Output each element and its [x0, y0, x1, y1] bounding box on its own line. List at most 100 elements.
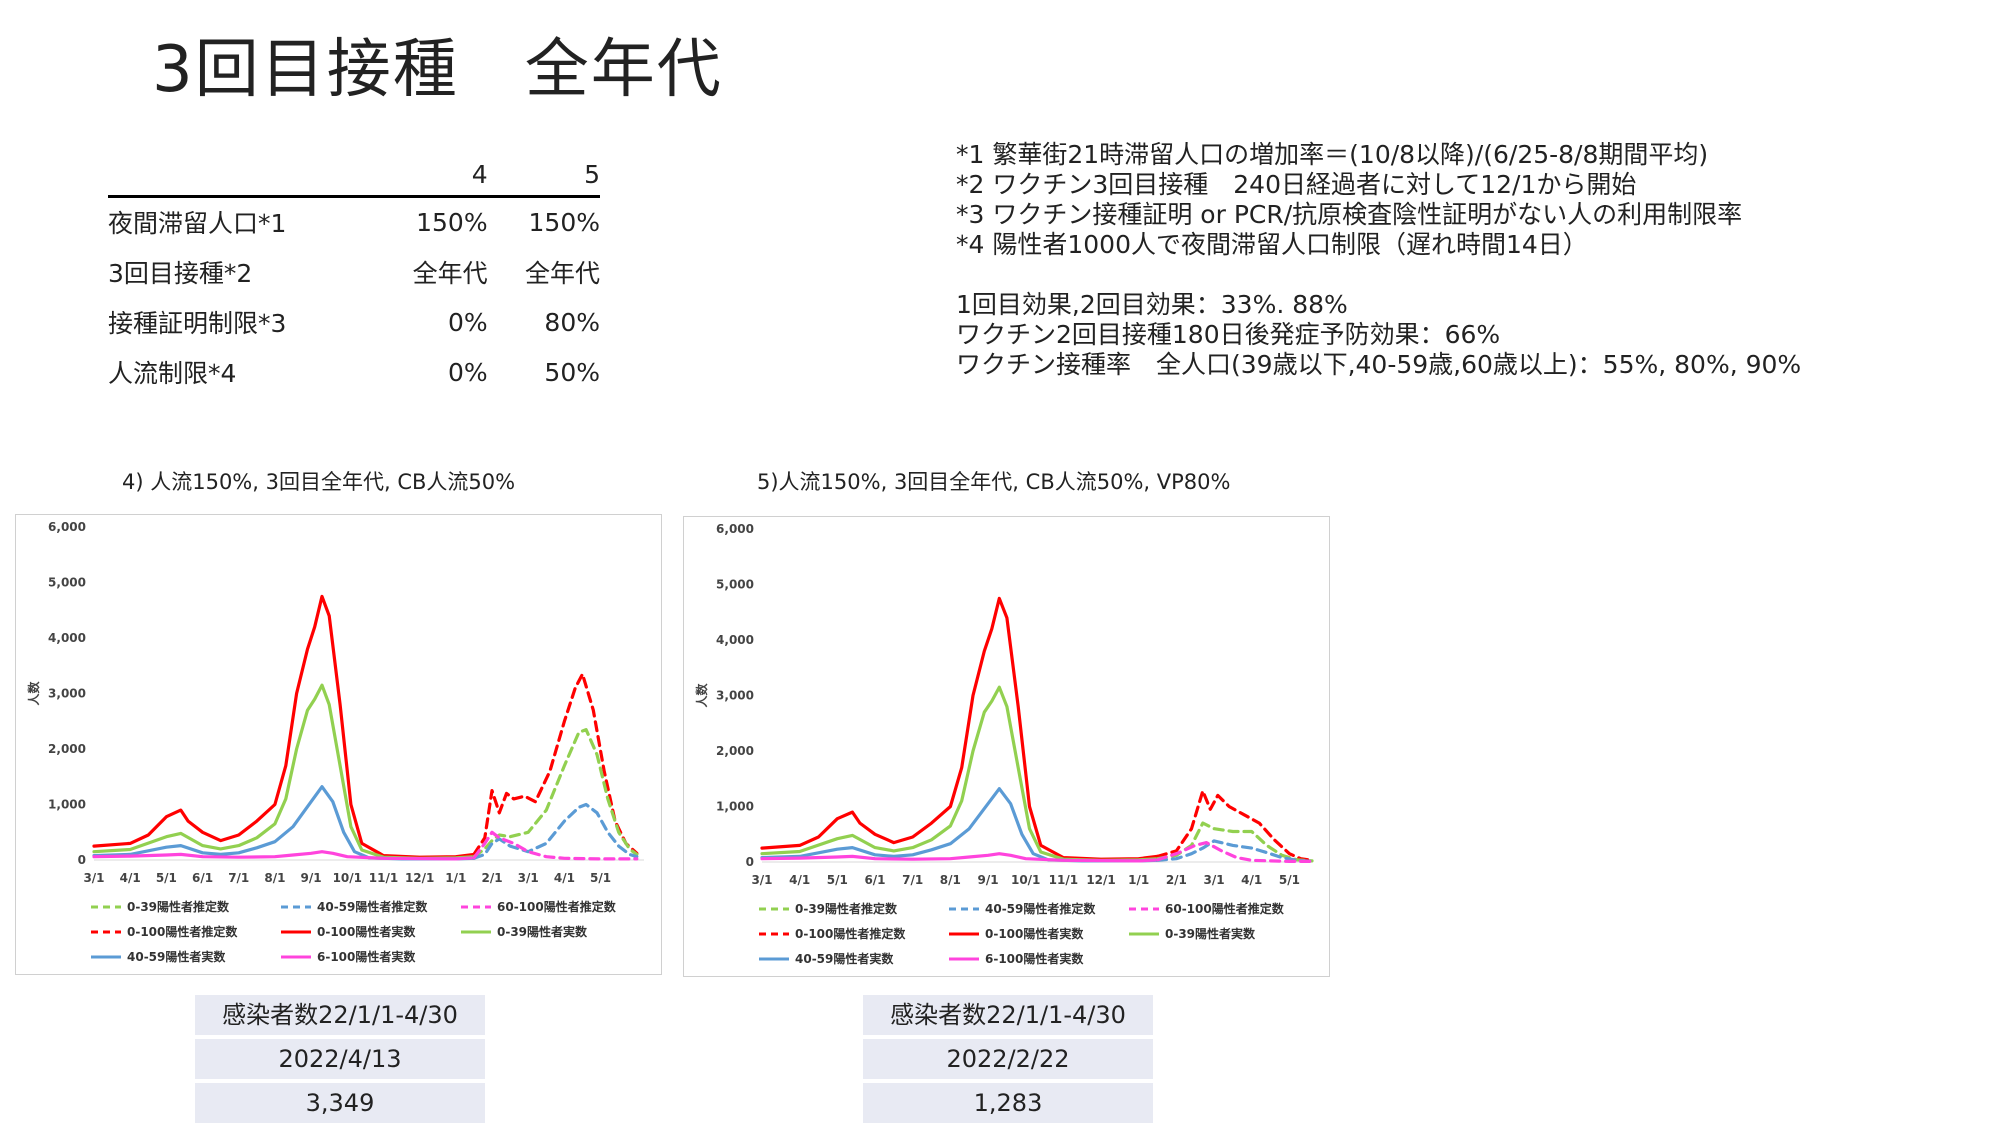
legend-label: 40-59陽性者推定数 [317, 899, 428, 914]
x-tick-label: 9/1 [977, 873, 998, 887]
series-line-6-100 [92, 850, 476, 861]
table-row: 接種証明制限*3 0% 80% [108, 298, 600, 348]
x-tick-label: 1/1 [445, 871, 466, 885]
legend-item: 40-59陽性者推定数 [949, 901, 1096, 916]
chart-caption: 4) 人流150%, 3回目全年代, CB人流50% [122, 470, 516, 494]
footnote-line: *3 ワクチン接種証明 or PCR/抗原検査陰性証明がない人の利用制限率 [956, 200, 1743, 229]
x-tick-label: 6/1 [192, 871, 213, 885]
table-cell: 人流制限*4 [108, 359, 237, 388]
footnote-line: ワクチン接種率 全人口(39歳以下,40-59歳,60歳以上)：55%, 80%… [956, 350, 1802, 379]
x-tick-label: 10/1 [333, 871, 362, 885]
y-tick-label: 1,000 [48, 798, 86, 812]
table-cell: 夜間滞留人口*1 [108, 209, 287, 238]
legend-item: 40-59陽性者実数 [91, 949, 226, 964]
x-tick-label: 5/1 [156, 871, 177, 885]
table-cell: 80% [544, 307, 600, 337]
x-tick-label: 4/1 [789, 873, 810, 887]
x-tick-label: 4/1 [120, 871, 141, 885]
footnote-line: ワクチン2回目接種180日後発症予防効果：66% [956, 320, 1501, 349]
legend-item: 60-100陽性者推定数 [1129, 901, 1285, 916]
legend-label: 40-59陽性者実数 [795, 951, 894, 966]
y-tick-label: 6,000 [716, 522, 754, 536]
footnote-line: *4 陽性者1000人で夜間滞留人口制限（遅れ時間14日） [956, 230, 1588, 259]
table-cell: 0% [447, 307, 488, 337]
series-line-0-39 [92, 683, 476, 860]
x-tick-label: 3/1 [751, 873, 772, 887]
x-tick-label: 12/1 [405, 871, 434, 885]
legend-label: 0-39陽性者実数 [1165, 926, 1256, 941]
legend-item: 0-100陽性者実数 [949, 926, 1084, 941]
x-tick-label: 11/1 [1049, 873, 1078, 887]
y-tick-label: 3,000 [716, 689, 754, 703]
footnote-line: *2 ワクチン3回目接種 240日経過者に対して12/1から開始 [956, 170, 1637, 199]
table-cell: 150% [528, 207, 600, 237]
x-tick-label: 4/1 [554, 871, 575, 885]
x-tick-label: 4/1 [1241, 873, 1262, 887]
y-tick-label: 1,000 [716, 800, 754, 814]
page-title: 3回目接種 全年代 [152, 33, 723, 107]
legend-label: 60-100陽性者推定数 [497, 899, 617, 914]
x-tick-label: 10/1 [1011, 873, 1040, 887]
legend-label: 0-39陽性者推定数 [127, 899, 230, 914]
scenario-parameter-table: 4 5 夜間滞留人口*1 150% 150% 3回目接種*2 全年代 全年代 接… [108, 158, 600, 398]
legend-label: 40-59陽性者推定数 [985, 901, 1096, 916]
y-tick-label: 5,000 [716, 578, 754, 592]
table-header-cell: 5 [487, 158, 600, 198]
table-cell: 3回目接種*2 [108, 259, 253, 288]
table-row: 3回目接種*2 全年代 全年代 [108, 248, 600, 298]
series-line-0-39 [760, 685, 1160, 862]
series-line-0-100 [1155, 789, 1314, 862]
y-tick-label: 5,000 [48, 576, 86, 590]
table-header-row: 4 5 [108, 158, 600, 198]
summary-value: 3,349 [195, 1083, 485, 1123]
footnotes: *1 繁華街21時滞留人口の増加率＝(10/8以降)/(6/25-8/8期間平均… [956, 140, 1801, 380]
series-line-6-100 [760, 852, 1160, 863]
table-cell: 0% [447, 357, 488, 387]
series-line-0-100 [472, 672, 639, 856]
x-tick-label: 5/1 [827, 873, 848, 887]
legend-item: 6-100陽性者実数 [949, 951, 1084, 966]
legend-label: 0-100陽性者実数 [985, 926, 1084, 941]
line-chart: 0 1,000 2,000 3,000 4,000 5,000 6,000 人数 3/1 4/1 5… [694, 522, 1314, 966]
line-chart: 0 1,000 2,000 3,000 4,000 5,000 6,000 人数 3/1 4/1 5… [26, 520, 644, 964]
summary-value: 1,283 [863, 1083, 1153, 1123]
table-cell: 50% [544, 357, 600, 387]
legend-label: 0-100陽性者推定数 [795, 926, 906, 941]
chart-caption: 5)人流150%, 3回目全年代, CB人流50%, VP80% [757, 470, 1231, 494]
legend-item: 0-100陽性者推定数 [91, 924, 238, 939]
legend-item: 0-100陽性者推定数 [759, 926, 906, 941]
x-tick-label: 3/1 [518, 871, 539, 885]
x-tick-label: 9/1 [301, 871, 322, 885]
x-tick-label: 2/1 [1166, 873, 1187, 887]
series-line-40-59 [92, 785, 476, 861]
table-cell: 全年代 [412, 259, 488, 288]
legend-item: 6-100陽性者実数 [281, 949, 416, 964]
footnote-line: 1回目効果,2回目効果：33%. 88% [956, 290, 1348, 319]
legend-item: 60-100陽性者推定数 [461, 899, 617, 914]
table-header-cell: 4 [375, 158, 488, 198]
x-tick-label: 5/1 [590, 871, 611, 885]
y-tick-label: 0 [78, 853, 86, 867]
x-tick-label: 7/1 [228, 871, 249, 885]
legend-item: 40-59陽性者推定数 [281, 899, 428, 914]
legend-label: 0-100陽性者実数 [317, 924, 416, 939]
legend-item: 0-39陽性者実数 [1129, 926, 1256, 941]
legend-item: 0-39陽性者推定数 [91, 899, 230, 914]
y-tick-label: 3,000 [48, 687, 86, 701]
table-row: 人流制限*4 0% 50% [108, 348, 600, 398]
y-tick-label: 6,000 [48, 520, 86, 534]
y-axis-label: 人数 [26, 681, 41, 706]
x-tick-label: 1/1 [1128, 873, 1149, 887]
series-line-40-59 [760, 787, 1160, 863]
y-tick-label: 0 [746, 855, 754, 869]
series-line-60-100 [472, 830, 639, 861]
series-line-40-59 [1155, 839, 1314, 863]
y-tick-label: 4,000 [48, 631, 86, 645]
x-tick-label: 7/1 [902, 873, 923, 887]
x-tick-label: 3/1 [1204, 873, 1225, 887]
summary-box: 感染者数22/1/1-4/30 2022/2/22 1,283 [863, 995, 1153, 1127]
series-line-40-59 [472, 802, 639, 860]
table-row: 夜間滞留人口*1 150% 150% [108, 197, 600, 249]
table-header-cell [108, 158, 376, 198]
table-cell: 全年代 [524, 259, 600, 288]
